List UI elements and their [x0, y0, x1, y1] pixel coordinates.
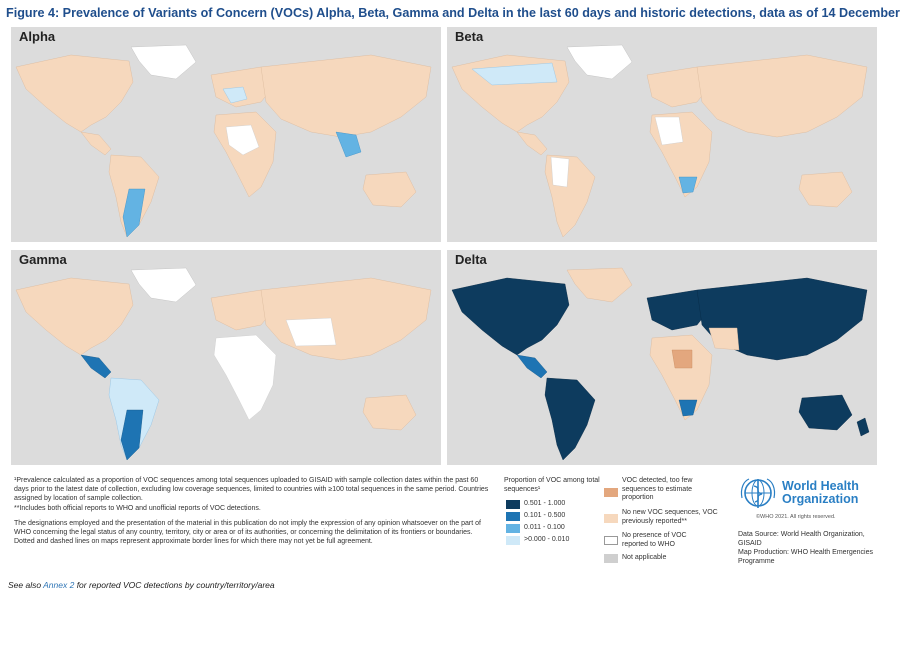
see-also-suffix: for reported VOC detections by country/t… — [74, 580, 275, 590]
panel-label-gamma: Gamma — [19, 252, 67, 267]
legend-swatch-too-few — [604, 488, 618, 497]
land-asia — [696, 54, 868, 138]
footnote-prevalence: ¹Prevalence calculated as a proportion o… — [14, 477, 489, 502]
land-africa-none — [225, 124, 260, 156]
who-name-line1: World Health — [782, 479, 859, 493]
land-australia — [362, 394, 417, 431]
legend-swatch-0011 — [506, 524, 520, 533]
map-panel-gamma: Gamma — [11, 250, 441, 465]
world-map-beta — [451, 44, 868, 238]
panel-label-beta: Beta — [455, 29, 484, 44]
legend-label-too-few: VOC detected, too few sequences to estim… — [622, 477, 693, 501]
land-africa — [213, 111, 277, 198]
land-greenland — [130, 44, 197, 80]
world-map-alpha — [15, 44, 432, 238]
who-copyright: ©WHO 2021. All rights reserved. — [756, 514, 836, 520]
land-middle-east — [708, 327, 740, 351]
land-south-africa — [678, 176, 698, 194]
legend-swatch-previous — [604, 514, 618, 523]
land-argentina — [122, 188, 146, 238]
land-south-america-none — [550, 156, 570, 188]
legend-swatch-0501 — [506, 500, 520, 509]
land-greenland — [566, 44, 633, 80]
legend-title: Proportion of VOC among total sequences¹ — [504, 477, 600, 493]
map-panel-alpha: Alpha — [11, 27, 441, 242]
land-australia — [798, 394, 853, 431]
world-map-gamma — [15, 267, 432, 461]
see-also-prefix: See also — [8, 580, 44, 590]
map-production: Map Production: WHO Health Emergencies P… — [738, 549, 873, 565]
legend-swatch-no-presence — [604, 536, 618, 545]
land-asia — [260, 277, 432, 361]
land-central-america — [80, 354, 112, 379]
who-emblem-icon — [740, 478, 776, 508]
figure-title: Figure 4: Prevalence of Variants of Conc… — [6, 6, 903, 20]
land-north-america — [15, 277, 134, 356]
land-australia — [362, 171, 417, 208]
legend-label-0000: >0.000 - 0.010 — [524, 536, 570, 543]
disclaimer: The designations employed and the presen… — [14, 520, 481, 545]
legend-label-0011: 0.011 - 0.100 — [524, 524, 565, 531]
legend-swatch-0000 — [506, 536, 520, 545]
footnotes: ¹Prevalence calculated as a proportion o… — [14, 476, 494, 552]
land-central-america — [516, 131, 548, 156]
land-africa — [213, 334, 277, 421]
land-new-zealand — [856, 417, 870, 437]
legend-label-previous: No new VOC sequences, VOC previously rep… — [622, 509, 718, 525]
map-panel-delta: Delta — [447, 250, 877, 465]
land-north-america — [15, 54, 134, 133]
panel-label-delta: Delta — [455, 252, 487, 267]
land-central-america — [80, 131, 112, 156]
land-africa-none — [654, 116, 684, 146]
land-greenland — [130, 267, 197, 303]
land-europe-alpha-low — [222, 86, 248, 104]
footnote-reports: **Includes both official reports to WHO … — [14, 505, 261, 512]
map-panel-beta: Beta — [447, 27, 877, 242]
who-name: World Health Organization — [782, 480, 859, 506]
land-south-america — [544, 377, 596, 461]
see-also: See also Annex 2 for reported VOC detect… — [8, 580, 275, 590]
data-source-block: Data Source: World Health Organization, … — [738, 530, 888, 566]
land-australia — [798, 171, 853, 208]
land-greenland — [566, 267, 633, 303]
legend-swatch-not-applicable — [604, 554, 618, 563]
annex-link[interactable]: Annex 2 — [43, 580, 75, 590]
legend-label-no-presence: No presence of VOC reported to WHO — [622, 532, 687, 548]
who-name-line2: Organization — [782, 492, 859, 506]
land-south-africa — [678, 399, 698, 417]
land-asia — [260, 54, 432, 138]
land-north-america — [451, 277, 570, 356]
land-canada-low — [471, 62, 558, 86]
land-southern-cone — [120, 409, 144, 461]
data-source: Data Source: World Health Organization, … — [738, 531, 865, 547]
legend-label-0101: 0.101 - 0.500 — [524, 512, 566, 519]
land-asia-none — [285, 317, 337, 347]
legend-swatch-0101 — [506, 512, 520, 521]
legend-label-0501: 0.501 - 1.000 — [524, 500, 566, 507]
panel-label-alpha: Alpha — [19, 29, 56, 44]
world-map-delta — [451, 267, 870, 461]
legend-label-not-applicable: Not applicable — [622, 554, 667, 561]
land-southeast-asia — [335, 131, 362, 158]
land-central-america — [516, 354, 548, 379]
land-africa-few — [671, 349, 693, 369]
